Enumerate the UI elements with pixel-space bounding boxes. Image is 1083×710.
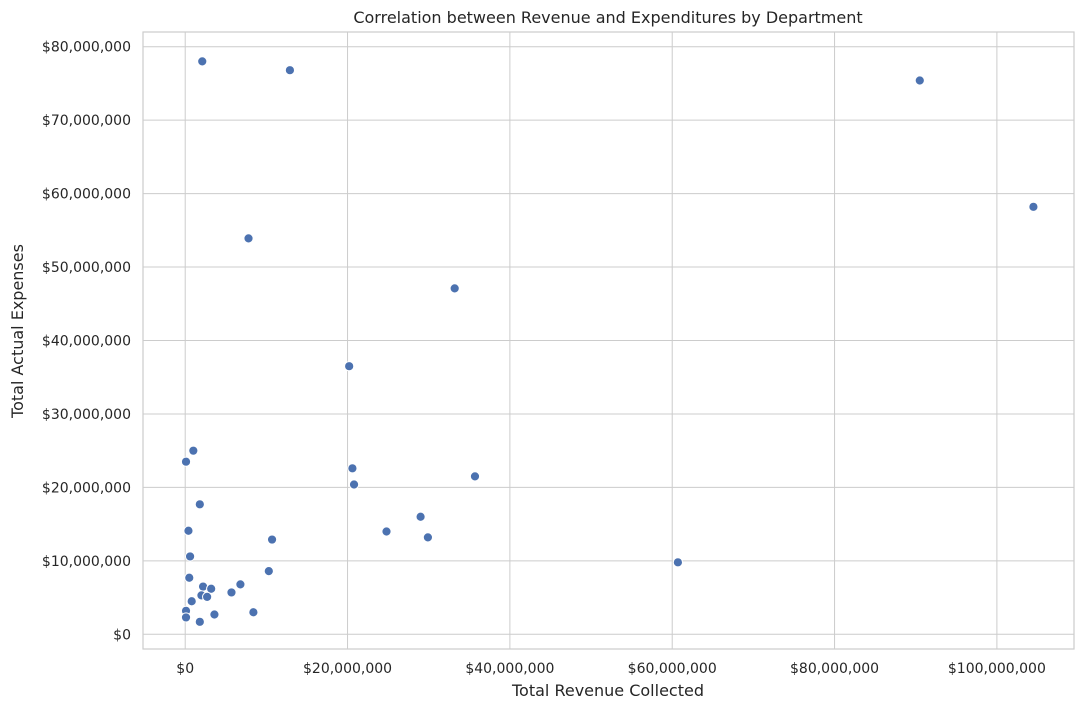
- data-point: [206, 583, 217, 594]
- chart-title: Correlation between Revenue and Expendit…: [353, 8, 862, 27]
- plot-frame: [142, 31, 1075, 650]
- y-tick-label: $60,000,000: [42, 187, 131, 203]
- x-axis-label: Total Revenue Collected: [511, 681, 704, 700]
- data-point: [243, 233, 254, 244]
- data-point: [469, 471, 481, 482]
- x-tick-label: $20,000,000: [303, 661, 392, 677]
- x-tick-label: $40,000,000: [465, 661, 554, 677]
- y-tick-label: $10,000,000: [42, 554, 131, 570]
- data-point: [344, 361, 355, 372]
- y-tick-label: $30,000,000: [42, 407, 131, 423]
- y-tick-label: $80,000,000: [42, 40, 131, 56]
- y-tick-label: $20,000,000: [42, 480, 131, 496]
- data-point: [180, 456, 192, 467]
- data-point: [209, 609, 220, 620]
- y-axis-label: Total Actual Expenses: [8, 244, 27, 419]
- x-tick-label: $60,000,000: [628, 661, 717, 677]
- data-point: [263, 566, 274, 577]
- y-tick-label: $50,000,000: [42, 260, 131, 276]
- grid-layer: [143, 32, 1074, 649]
- data-point: [415, 511, 426, 522]
- x-tick-label: $100,000,000: [948, 661, 1046, 677]
- data-point: [188, 445, 199, 456]
- x-tick-label: $80,000,000: [790, 661, 879, 677]
- data-point: [184, 572, 195, 583]
- data-point: [248, 607, 259, 618]
- data-point: [194, 499, 205, 510]
- data-point: [194, 616, 205, 627]
- data-point: [284, 65, 296, 76]
- points-layer: [180, 56, 1039, 627]
- y-axis-ticks: $0 $10,000,000 $20,000,000 $30,000,000 $40,0…: [42, 40, 131, 644]
- x-tick-label: $0: [176, 661, 194, 677]
- data-point: [449, 283, 460, 294]
- data-point: [226, 587, 237, 598]
- data-point: [1028, 201, 1039, 212]
- y-tick-label: $0: [113, 627, 131, 643]
- y-tick-label: $40,000,000: [42, 334, 131, 350]
- y-tick-label: $70,000,000: [42, 113, 131, 129]
- data-point: [184, 551, 196, 562]
- data-point: [186, 596, 197, 607]
- data-point: [180, 612, 192, 623]
- data-point: [183, 525, 194, 536]
- data-point: [672, 557, 683, 568]
- data-point: [202, 591, 213, 602]
- data-point: [422, 532, 434, 543]
- data-point: [235, 579, 246, 590]
- x-axis-ticks: $0 $20,000,000 $40,000,000 $60,000,000 $80,0…: [176, 661, 1046, 677]
- data-point: [347, 463, 358, 474]
- data-point: [266, 534, 278, 545]
- data-point: [197, 56, 208, 67]
- data-point: [348, 479, 360, 490]
- data-point: [914, 75, 925, 86]
- data-point: [381, 526, 392, 537]
